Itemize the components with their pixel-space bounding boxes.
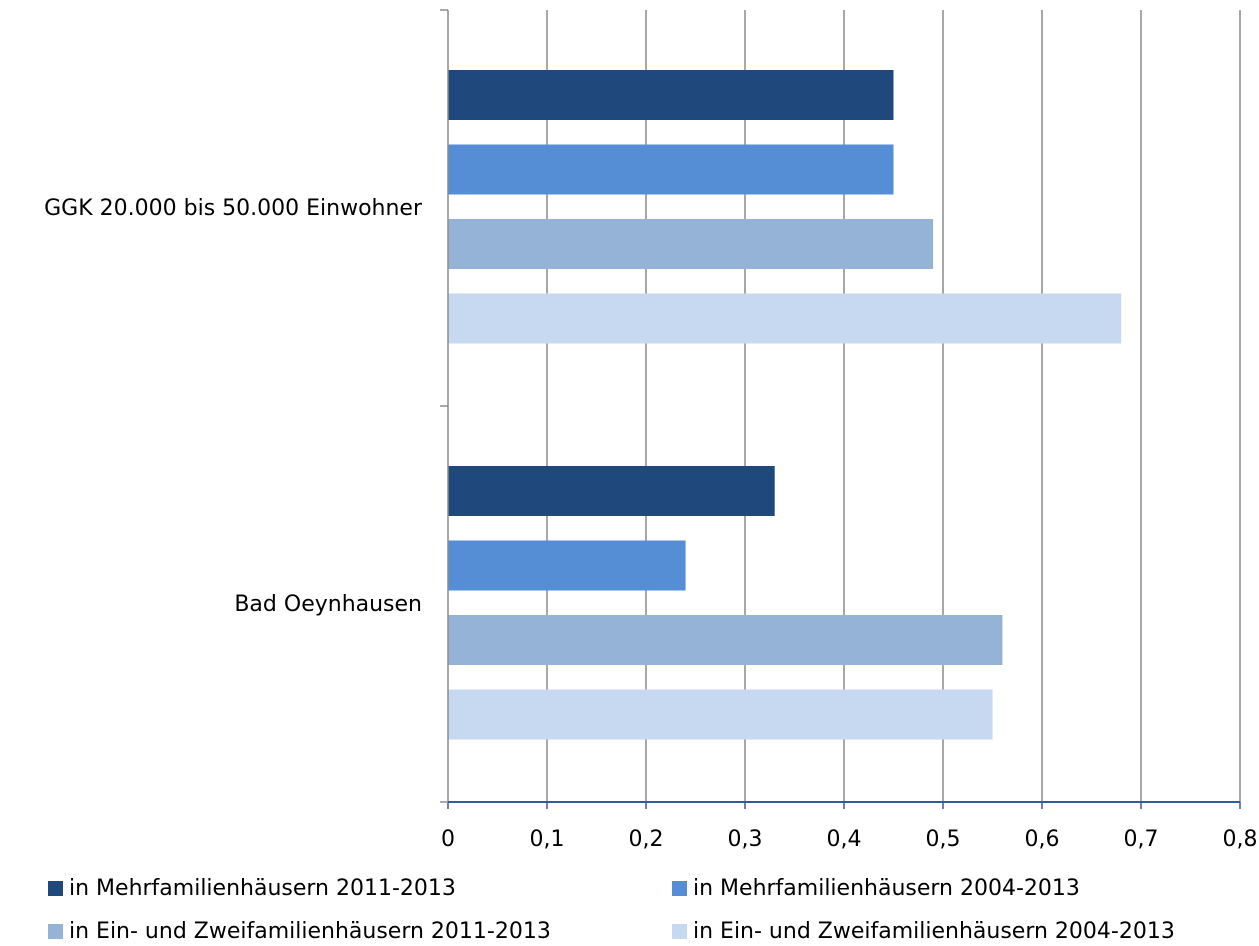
tick-labels: 0 0,1 0,2 0,3 0,4 0,5 0,6 0,7 0,8 <box>441 827 1258 852</box>
category-label: Bad Oeynhausen <box>234 592 422 617</box>
x-tick-label: 0,7 <box>1124 827 1159 852</box>
x-tick-label: 0,1 <box>530 827 565 852</box>
bar <box>448 466 775 516</box>
bars <box>448 70 1122 740</box>
category-label: GGK 20.000 bis 50.000 Einwohner <box>44 196 423 221</box>
bar <box>448 144 894 195</box>
x-tick-label: 0 <box>441 827 455 852</box>
x-tick-label: 0,8 <box>1223 827 1258 852</box>
bar <box>448 70 894 120</box>
bar <box>448 615 1003 665</box>
bar <box>448 540 686 591</box>
category-labels: GGK 20.000 bis 50.000 Einwohner Bad Oeynh… <box>44 196 423 617</box>
x-tick-label: 0,3 <box>728 827 763 852</box>
gridlines <box>447 10 1241 809</box>
x-tick-label: 0,6 <box>1025 827 1060 852</box>
bar <box>448 689 993 740</box>
bar <box>448 219 934 269</box>
bar <box>448 293 1122 344</box>
axes <box>440 9 1240 803</box>
x-tick-label: 0,4 <box>827 827 862 852</box>
x-tick-label: 0,2 <box>629 827 664 852</box>
x-tick-label: 0,5 <box>926 827 961 852</box>
